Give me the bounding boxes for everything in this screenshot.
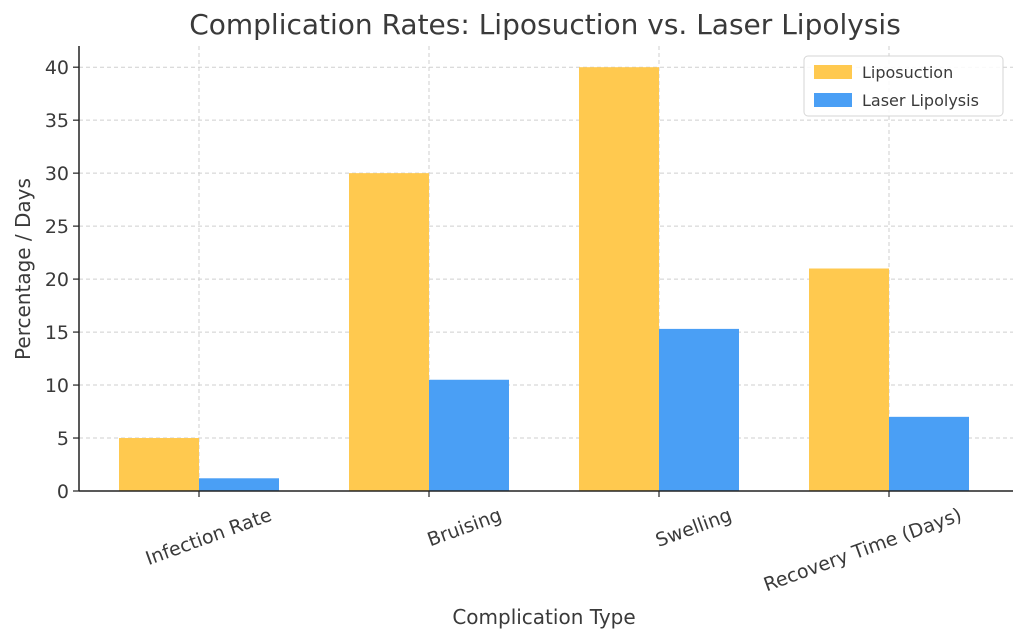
legend-label: Laser Lipolysis	[862, 91, 979, 110]
legend-swatch	[814, 65, 852, 79]
x-tick-label: Bruising	[424, 504, 504, 551]
chart-title: Complication Rates: Liposuction vs. Lase…	[189, 8, 901, 41]
x-tick-labels: Infection Rate Bruising Swelling Recovery T…	[143, 504, 965, 596]
bar-liposuction	[349, 173, 429, 491]
legend-label: Liposuction	[862, 63, 953, 82]
bar-laser-lipolysis	[659, 328, 739, 491]
x-axis-label: Complication Type	[452, 605, 635, 629]
bar-liposuction	[809, 268, 889, 491]
legend: Liposuction Laser Lipolysis	[803, 55, 1004, 117]
bar-laser-lipolysis	[199, 478, 279, 491]
x-tick-label: Recovery Time (Days)	[761, 504, 965, 596]
x-tick-label: Infection Rate	[143, 504, 275, 570]
y-tick-label: 0	[57, 481, 69, 503]
x-tick-label: Swelling	[653, 504, 735, 552]
y-axis-label: Percentage / Days	[11, 178, 35, 360]
axes	[73, 46, 1013, 497]
y-tick-label: 25	[45, 216, 69, 238]
y-tick-label: 10	[45, 375, 69, 397]
bar-liposuction	[119, 438, 199, 491]
y-tick-label: 35	[45, 110, 69, 132]
y-tick-label: 40	[45, 57, 69, 79]
legend-box	[803, 55, 1004, 117]
bars	[119, 67, 969, 491]
y-tick-labels: 0 5 10 15 20 25 30 35 40	[45, 57, 69, 503]
y-tick-label: 15	[45, 322, 69, 344]
y-tick-label: 5	[57, 428, 69, 450]
y-tick-label: 30	[45, 163, 69, 185]
bar-laser-lipolysis	[889, 416, 969, 491]
legend-swatch	[814, 93, 852, 107]
bar-laser-lipolysis	[429, 379, 509, 491]
y-tick-label: 20	[45, 269, 69, 291]
bar-liposuction	[579, 67, 659, 491]
